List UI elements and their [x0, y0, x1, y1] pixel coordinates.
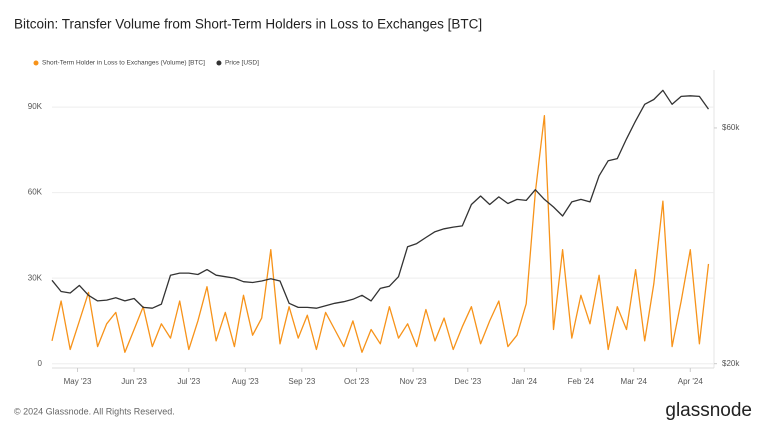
y2-tick-label: $20k — [722, 359, 740, 368]
x-tick-label: Nov '23 — [400, 377, 427, 386]
x-tick-label: Jan '24 — [512, 377, 538, 386]
x-tick-label: Mar '24 — [621, 377, 648, 386]
x-tick-label: Jun '23 — [121, 377, 147, 386]
brand-logo: glassnode — [665, 400, 752, 421]
series-line — [51, 89, 710, 309]
y-tick-label: 30K — [28, 273, 43, 282]
series-line — [51, 114, 710, 353]
x-tick-label: Aug '23 — [232, 377, 259, 386]
y-tick-label: 0 — [38, 359, 43, 368]
footer: © 2024 Glassnode. All Rights Reserved. — [14, 406, 175, 416]
y-tick-label: 60K — [28, 188, 43, 197]
legend-marker — [33, 60, 39, 66]
x-tick-label: Feb '24 — [568, 377, 595, 386]
x-tick-label: Apr '24 — [678, 377, 704, 386]
x-tick-label: Dec '23 — [454, 377, 481, 386]
legend-label: Price [USD] — [225, 60, 259, 67]
y2-tick-label: $60k — [722, 123, 740, 132]
x-tick-label: Oct '23 — [344, 377, 370, 386]
legend-label: Short-Term Holder in Loss to Exchanges (… — [42, 60, 205, 67]
x-tick-label: Jul '23 — [177, 377, 200, 386]
legend-marker — [216, 60, 222, 66]
x-tick-label: Sep '23 — [288, 377, 315, 386]
y-tick-label: 90K — [28, 102, 43, 111]
chart-title: Bitcoin: Transfer Volume from Short-Term… — [14, 17, 482, 32]
x-tick-label: May '23 — [64, 377, 92, 386]
